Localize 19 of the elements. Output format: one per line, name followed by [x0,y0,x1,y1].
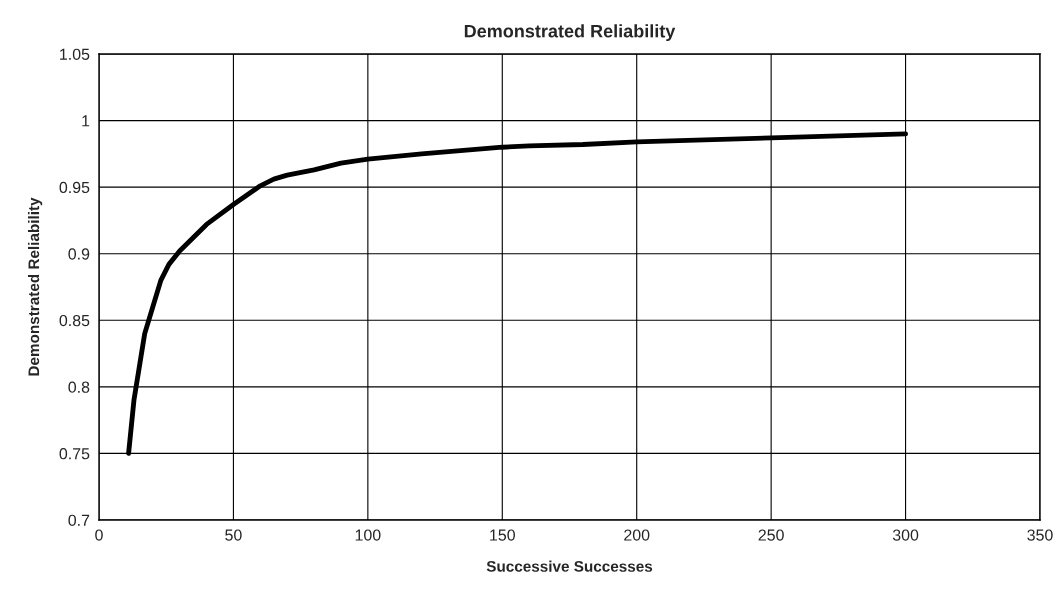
chart-title: Demonstrated Reliability [464,24,676,42]
y-axis-title: Demonstrated Reliability [27,197,43,376]
x-axis-title: Successive Successes [486,560,653,572]
x-tick-label: 300 [892,529,919,541]
y-tick-label: 0.7 [68,514,90,526]
x-tick-label: 0 [95,529,103,541]
x-tick-label: 50 [225,529,242,541]
y-tick-label: 0.8 [68,381,90,393]
x-tick-label: 150 [490,529,515,541]
y-tick-label: 1 [82,115,90,127]
y-tick-label: 0.95 [59,181,90,194]
x-tick-label: 250 [758,529,784,541]
x-tick-label: 350 [1027,529,1053,541]
y-tick-label: 0.9 [68,248,90,260]
y-tick-label: 0.75 [59,448,90,460]
x-tick-label: 200 [624,529,650,541]
x-tick-label: 100 [355,529,381,541]
y-tick-label: 0.85 [59,314,90,327]
y-tick-label: 1.05 [60,48,90,60]
